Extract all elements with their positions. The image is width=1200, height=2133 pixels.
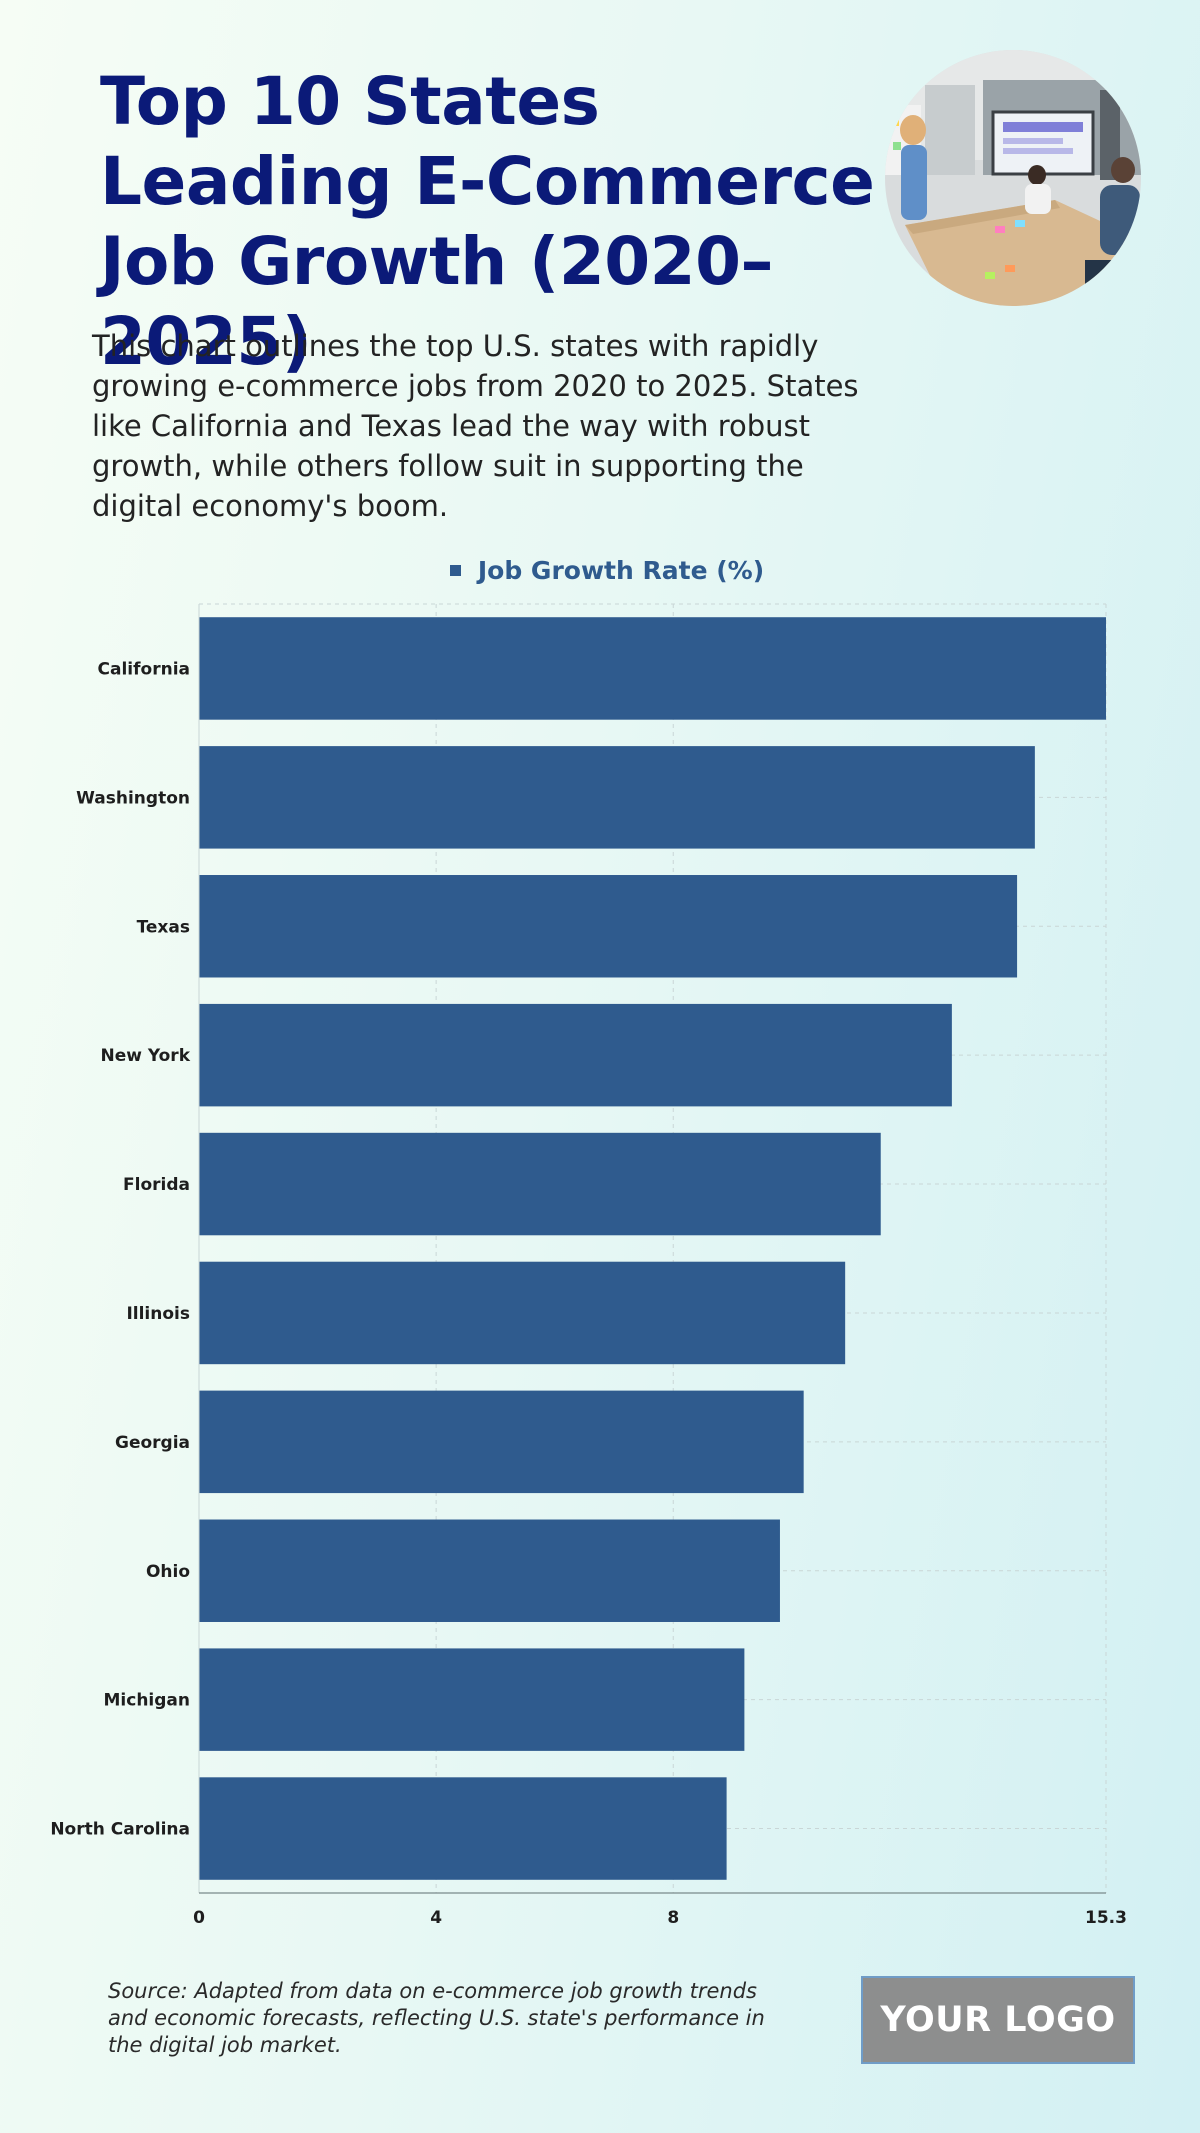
bar <box>199 875 1018 978</box>
x-tick-label: 4 <box>430 1908 442 1928</box>
meeting-room-photo <box>885 50 1141 306</box>
x-tick-label: 15.3 <box>1085 1908 1127 1928</box>
category-label: North Carolina <box>50 1820 190 1840</box>
legend-swatch <box>449 564 461 576</box>
category-label: Michigan <box>104 1691 191 1711</box>
category-label: Florida <box>123 1175 190 1195</box>
bar <box>199 1003 952 1107</box>
chart-description: This chart outlines the top U.S. states … <box>92 329 859 523</box>
source-note: Source: Adapted from data on e-commerce … <box>108 1979 765 2057</box>
category-label: Ohio <box>146 1562 190 1582</box>
bar <box>199 617 1106 720</box>
bar <box>199 1648 745 1751</box>
bar <box>199 1390 804 1494</box>
category-label: New York <box>101 1046 191 1066</box>
chart-legend: Job Growth Rate (%) <box>0 553 1200 587</box>
category-label: Texas <box>137 917 190 937</box>
category-label: Georgia <box>115 1433 190 1453</box>
category-label: Washington <box>76 788 190 808</box>
bar <box>199 1261 846 1365</box>
photo-illustration <box>885 50 1141 306</box>
x-tick-label: 0 <box>193 1908 205 1928</box>
page-title: Top 10 States Leading E-Commerce Job Gro… <box>100 63 875 380</box>
bar <box>199 1519 780 1622</box>
category-label: California <box>98 659 190 679</box>
logo-placeholder: YOUR LOGO <box>861 1976 1135 2064</box>
legend-label: Job Growth Rate (%) <box>477 555 765 585</box>
bar <box>199 1132 881 1236</box>
bar <box>199 1777 727 1880</box>
x-tick-label: 8 <box>667 1908 679 1928</box>
bar <box>199 746 1035 849</box>
bar-chart: California Washington Texas New York Florida… <box>50 603 1127 1928</box>
category-label: Illinois <box>126 1304 190 1324</box>
